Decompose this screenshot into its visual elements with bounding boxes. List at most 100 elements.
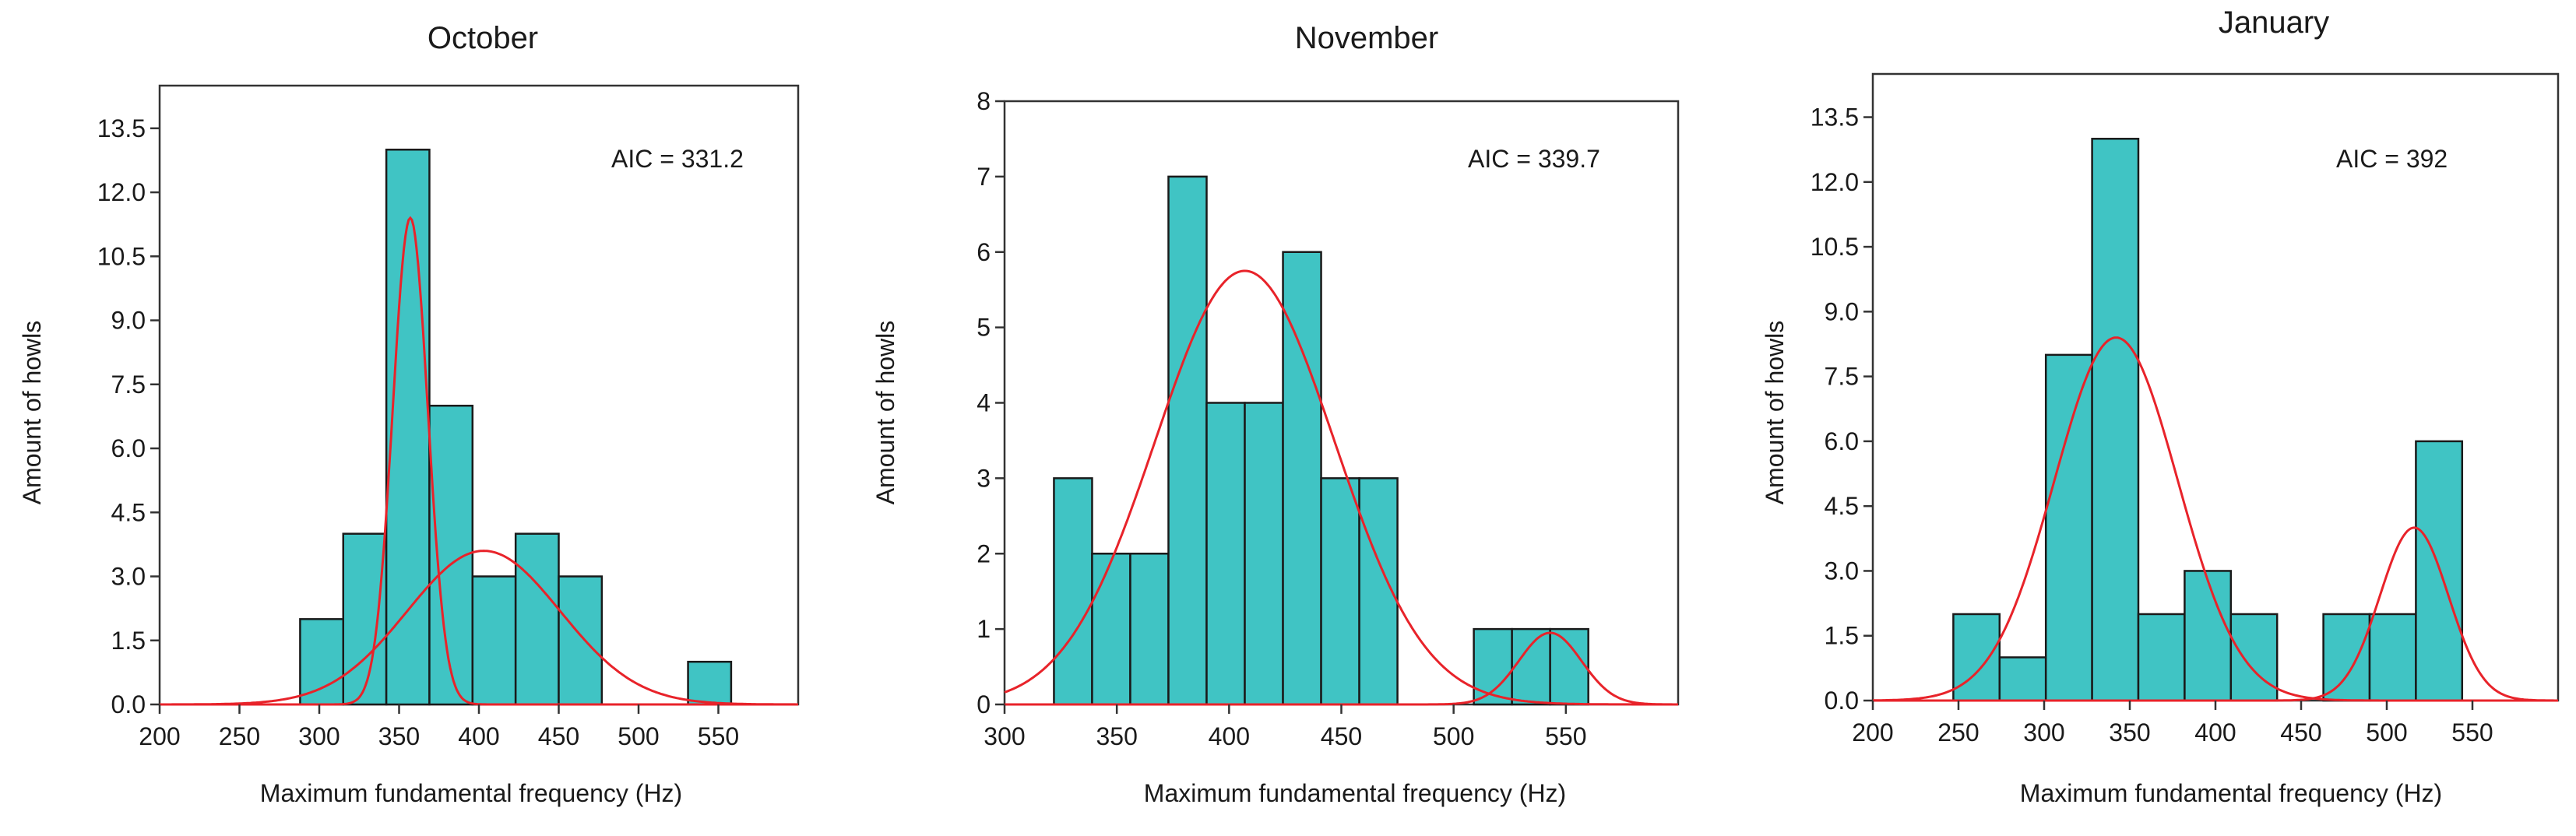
y-tick-label: 2 [977, 539, 991, 567]
x-tick-label: 550 [2451, 718, 2493, 746]
histogram-bar [2044, 353, 2093, 702]
x-tick-label: 350 [2109, 718, 2150, 746]
x-tick-label: 350 [378, 722, 420, 750]
panel-title: November [1295, 21, 1439, 55]
histogram-bar [2229, 613, 2279, 702]
histogram-bar [2322, 613, 2371, 702]
y-tick-label: 12.0 [97, 178, 146, 206]
x-tick-label: 500 [618, 722, 659, 750]
x-tick-label: 500 [1433, 722, 1474, 750]
panel-title: January [2219, 5, 2329, 40]
x-axis-ticks: 200 250 300 350 400 450 500 550 [1852, 701, 2493, 746]
histogram-bar [1091, 553, 1131, 706]
aic-annotation: AIC = 392 [2336, 145, 2448, 173]
aic-annotation: AIC = 339.7 [1468, 145, 1600, 173]
histogram-bar [2091, 138, 2140, 702]
y-tick-label: 13.5 [1811, 104, 1859, 132]
bars [1053, 175, 1589, 706]
y-tick-label: 1.5 [1825, 622, 1859, 650]
y-tick-label: 6.0 [1825, 427, 1859, 455]
x-tick-label: 550 [1545, 722, 1586, 750]
histogram-bar [299, 618, 344, 706]
aic-annotation: AIC = 331.2 [611, 145, 744, 173]
y-axis-label: Amount of howls [18, 321, 46, 505]
fit-curve [160, 216, 798, 706]
y-tick-label: 8 [977, 87, 991, 115]
histogram-bar [2137, 613, 2186, 702]
y-tick-label: 4.5 [1825, 492, 1859, 520]
x-tick-label: 450 [538, 722, 579, 750]
y-tick-label: 13.5 [97, 114, 146, 142]
y-tick-label: 5 [977, 314, 991, 342]
histogram-bar [1320, 477, 1360, 706]
histogram-bar [1053, 477, 1093, 706]
x-axis-label: Maximum fundamental frequency (Hz) [1144, 779, 1566, 807]
fit-curve [1873, 336, 2558, 702]
x-axis-ticks: 200 250 300 350 400 450 500 550 [139, 704, 739, 750]
y-tick-label: 9.0 [111, 307, 146, 335]
histogram-bar [1244, 402, 1284, 706]
x-tick-label: 300 [2023, 718, 2064, 746]
october-panel: October Amount of howls Maximum fundamen… [18, 21, 800, 807]
histogram-bar [558, 575, 604, 706]
x-tick-label: 200 [139, 722, 180, 750]
x-tick-label: 400 [458, 722, 499, 750]
histogram-bar [1473, 627, 1513, 706]
histogram-bar [514, 532, 560, 706]
y-tick-label: 3.0 [1825, 557, 1859, 585]
histogram-bar [342, 532, 388, 706]
histogram-bar [1129, 553, 1170, 706]
y-axis-ticks: 0.0 1.5 3.0 4.5 6.0 7.5 9.0 10.5 12.0 13.5 [97, 114, 160, 718]
y-tick-label: 9.0 [1825, 297, 1859, 325]
y-axis-ticks: 0.0 1.5 3.0 4.5 6.0 7.5 9.0 10.5 12.0 13.5 [1811, 104, 1873, 715]
y-tick-label: 4.5 [111, 498, 146, 526]
y-tick-label: 7.5 [111, 371, 146, 399]
histogram-bar [1511, 627, 1551, 706]
bars [1952, 138, 2464, 702]
histogram-bar [1952, 613, 2001, 702]
y-tick-label: 7.5 [1825, 363, 1859, 391]
x-tick-label: 400 [2194, 718, 2236, 746]
x-tick-label: 450 [1321, 722, 1362, 750]
y-tick-label: 0.0 [1825, 687, 1859, 715]
x-axis-label: Maximum fundamental frequency (Hz) [260, 779, 682, 807]
bars [299, 148, 733, 706]
x-tick-label: 300 [298, 722, 340, 750]
fit-curve [1004, 269, 1678, 706]
x-tick-label: 300 [984, 722, 1025, 750]
y-axis-label: Amount of howls [1761, 321, 1789, 505]
y-tick-label: 7 [977, 163, 991, 191]
histogram-bar [1205, 402, 1246, 706]
y-tick-label: 6.0 [111, 434, 146, 462]
y-tick-label: 10.5 [97, 242, 146, 270]
x-tick-label: 400 [1209, 722, 1250, 750]
november-panel: November Amount of howls Maximum fundame… [871, 21, 1680, 807]
y-tick-label: 12.0 [1811, 168, 1859, 196]
histogram-bar [2184, 570, 2233, 702]
x-tick-label: 200 [1852, 718, 1893, 746]
histogram-bar [1167, 175, 1208, 706]
y-tick-label: 1 [977, 615, 991, 643]
y-tick-label: 6 [977, 238, 991, 266]
y-axis-label: Amount of howls [871, 321, 899, 505]
x-tick-label: 250 [219, 722, 260, 750]
january-panel: January Amount of howls Maximum fundamen… [1761, 5, 2560, 807]
histogram-bar [471, 575, 517, 706]
y-tick-label: 3.0 [111, 563, 146, 591]
y-tick-label: 0.0 [111, 690, 146, 718]
x-tick-label: 250 [1937, 718, 1979, 746]
x-tick-label: 500 [2366, 718, 2407, 746]
y-tick-label: 1.5 [111, 627, 146, 655]
y-tick-label: 4 [977, 389, 991, 417]
x-tick-label: 550 [698, 722, 739, 750]
histogram-bar [1998, 656, 2047, 702]
histogram-bar [687, 660, 733, 706]
histogram-bar [2368, 613, 2417, 702]
fit-curve [160, 550, 798, 706]
fit-curves [160, 216, 798, 706]
y-axis-ticks: 0 1 2 3 4 5 6 7 8 [977, 87, 1005, 718]
histogram-bar [1549, 627, 1589, 706]
x-axis-label: Maximum fundamental frequency (Hz) [2020, 779, 2442, 807]
x-axis-ticks: 300 350 400 450 500 550 [984, 704, 1587, 750]
